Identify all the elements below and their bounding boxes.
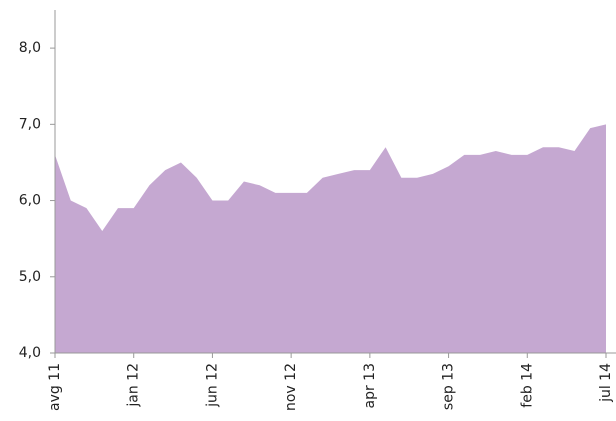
area [55,124,606,353]
x-tick-label: feb 14 [519,363,535,408]
y-tick-label: 5,0 [19,269,41,285]
x-tick-label: jun 12 [204,363,220,408]
y-tick-label: 7,0 [19,116,41,132]
x-tick-label: apr 13 [362,363,378,409]
y-tick-label: 4,0 [19,345,41,361]
x-tick-label: jan 12 [126,363,142,408]
y-tick-label: 8,0 [19,40,41,56]
x-tick-label: jul 14 [598,363,614,403]
x-tick-label: sep 13 [441,363,457,410]
y-tick-label: 6,0 [19,193,41,209]
x-tick-label: avg 11 [47,363,63,411]
x-tick-label: nov 12 [283,363,299,411]
